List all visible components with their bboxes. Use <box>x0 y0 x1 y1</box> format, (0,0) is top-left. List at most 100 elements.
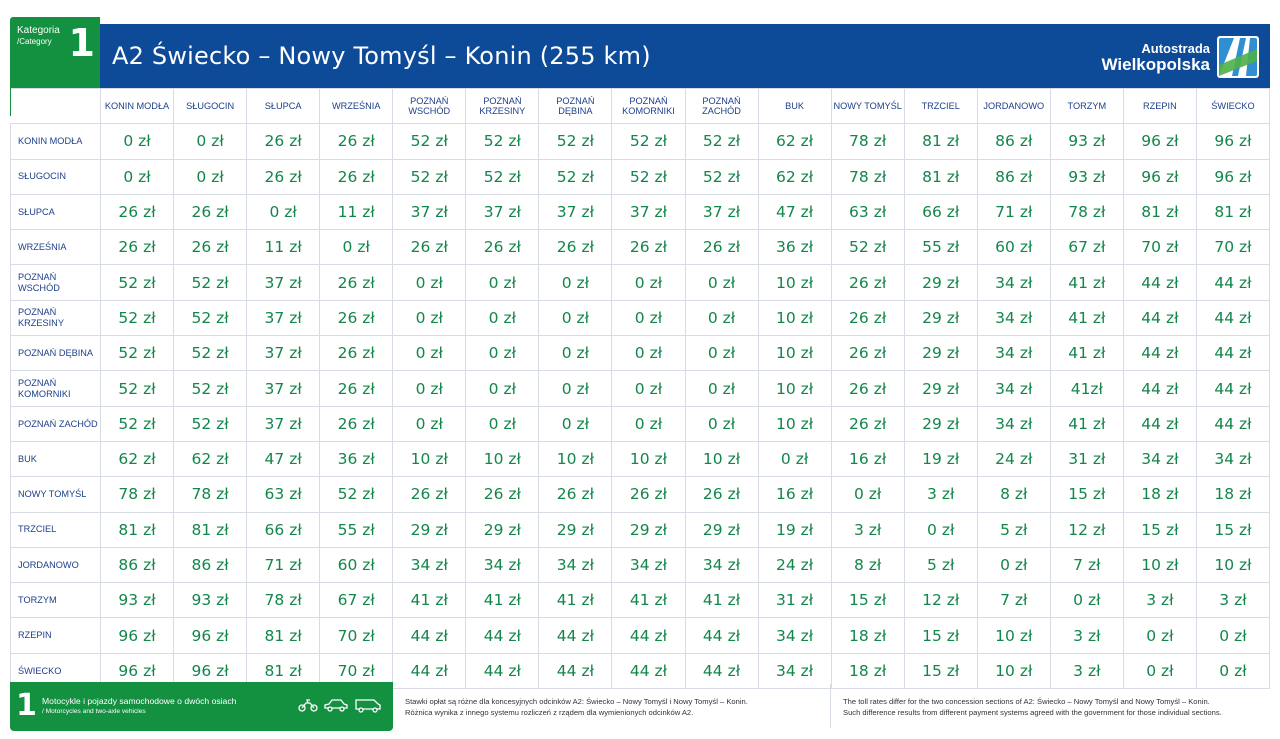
row-header: JORDANOWO <box>10 546 101 584</box>
row-header: TRZCIEL <box>10 511 101 548</box>
autostrada-logo-icon <box>1217 36 1259 78</box>
fare-cell: 52 zł <box>173 405 248 442</box>
column-header: KONIN MODŁA <box>99 87 175 125</box>
column-header: TRZCIEL <box>903 87 978 125</box>
fare-cell: 34 zł <box>1195 440 1271 478</box>
row-header: POZNAŃ ZACHÓD <box>10 405 101 442</box>
fare-cell: 0 zł <box>392 405 467 442</box>
fare-cell: 0 zł <box>538 370 613 407</box>
row-header: POZNAŃ KRZESINY <box>10 299 101 337</box>
fare-cell: 52 zł <box>99 405 175 442</box>
fare-cell: 41 zł <box>611 582 686 619</box>
fare-cell: 41 zł <box>1049 264 1124 301</box>
row-header: TORZYM <box>10 582 101 619</box>
fare-cell: 34 zł <box>976 299 1051 337</box>
fare-cell: 18 zł <box>1122 476 1197 513</box>
table-row: SŁUGOCIN 0 zł 0 zł 26 zł 26 zł 52 zł 52 zł 52 z… <box>10 158 1271 195</box>
fare-cell: 18 zł <box>830 617 905 654</box>
fare-cell: 10 zł <box>757 370 832 407</box>
fare-cell: 15 zł <box>1195 511 1271 548</box>
fare-cell: 10 zł <box>757 405 832 442</box>
fare-cell: 52 zł <box>392 158 467 195</box>
row-header: KONIN MODŁA <box>10 123 101 160</box>
fare-cell: 78 zł <box>173 476 248 513</box>
table-row: NOWY TOMYŚL 78 zł 78 zł 63 zł 52 zł 26 zł 26 z… <box>10 476 1271 513</box>
column-header: NOWY TOMYŚL <box>830 87 905 125</box>
fare-cell: 29 zł <box>465 511 540 548</box>
fare-cell: 11 zł <box>246 229 321 266</box>
table-row: TORZYM 93 zł 93 zł 78 zł 67 zł 41 zł 41 zł 41 z… <box>10 582 1271 619</box>
fare-cell: 10 zł <box>1122 546 1197 584</box>
fare-cell: 10 zł <box>976 652 1051 690</box>
fare-cell: 81 zł <box>246 617 321 654</box>
fare-cell: 63 zł <box>830 193 905 231</box>
fare-cell: 29 zł <box>903 370 978 407</box>
row-header: RZEPIN <box>10 617 101 654</box>
table-row: WRZEŚNIA 26 zł 26 zł 11 zł 0 zł 26 zł 26 zł 26 … <box>10 229 1271 266</box>
fare-cell: 44 zł <box>1122 299 1197 337</box>
fare-cell: 0 zł <box>173 158 248 195</box>
fare-cell: 37 zł <box>611 193 686 231</box>
fare-cell: 15 zł <box>1122 511 1197 548</box>
fare-cell: 0 zł <box>684 335 759 372</box>
column-header: RZEPIN <box>1122 87 1197 125</box>
fare-cell: 70 zł <box>319 617 394 654</box>
brand-text: Autostrada Wielkopolska <box>1102 42 1211 73</box>
fare-cell: 44 zł <box>1195 299 1271 337</box>
fare-cell: 10 zł <box>465 440 540 478</box>
table-row: POZNAŃ KOMORNIKI 52 zł 52 zł 37 zł 26 zł 0 zł… <box>10 370 1271 407</box>
fare-cell: 26 zł <box>319 405 394 442</box>
fare-cell: 47 zł <box>246 440 321 478</box>
category-label: Kategoria /Category <box>17 25 60 46</box>
fare-cell: 62 zł <box>173 440 248 478</box>
fare-cell: 52 zł <box>538 123 613 160</box>
fare-cell: 3 zł <box>1122 582 1197 619</box>
fare-cell: 41 zł <box>1049 335 1124 372</box>
fare-cell: 29 zł <box>611 511 686 548</box>
fare-cell: 26 zł <box>319 123 394 160</box>
column-header: WRZEŚNIA <box>319 87 394 125</box>
fare-cell: 10 zł <box>538 440 613 478</box>
fare-cell: 96 zł <box>99 617 175 654</box>
fare-cell: 0 zł <box>465 370 540 407</box>
fare-cell: 26 zł <box>830 405 905 442</box>
footer-vehicle-desc-en: / Motorcycles and two-axle vehicles <box>42 708 146 715</box>
fare-cell: 31 zł <box>1049 440 1124 478</box>
fare-cell: 52 zł <box>99 370 175 407</box>
fare-cell: 0 zł <box>392 299 467 337</box>
fare-cell: 36 zł <box>319 440 394 478</box>
fare-cell: 37 zł <box>246 264 321 301</box>
fare-cell: 62 zł <box>757 123 832 160</box>
fare-cell: 3 zł <box>830 511 905 548</box>
fare-cell: 52 zł <box>611 123 686 160</box>
fare-cell: 0 zł <box>1122 617 1197 654</box>
fare-cell: 0 zł <box>465 405 540 442</box>
fare-cell: 37 zł <box>246 370 321 407</box>
fare-cell: 44 zł <box>538 617 613 654</box>
fare-cell: 52 zł <box>99 264 175 301</box>
fare-cell: 44 zł <box>1195 264 1271 301</box>
fare-cell: 37 zł <box>392 193 467 231</box>
fare-cell: 10 zł <box>757 299 832 337</box>
fare-cell: 16 zł <box>757 476 832 513</box>
fare-cell: 81 zł <box>1195 193 1271 231</box>
fare-cell: 44 zł <box>684 652 759 690</box>
fare-cell: 37 zł <box>246 405 321 442</box>
fare-cell: 78 zł <box>830 158 905 195</box>
fare-cell: 52 zł <box>173 335 248 372</box>
fare-cell: 10 zł <box>684 440 759 478</box>
row-header: BUK <box>10 440 101 478</box>
fare-cell: 34 zł <box>392 546 467 584</box>
fare-cell: 19 zł <box>757 511 832 548</box>
fare-cell: 26 zł <box>319 158 394 195</box>
footer-note-en: The toll rates differ for the two conces… <box>843 697 1263 718</box>
fare-cell: 26 zł <box>319 299 394 337</box>
fare-cell: 0 zł <box>611 264 686 301</box>
fare-cell: 0 zł <box>684 370 759 407</box>
fare-cell: 0 zł <box>465 299 540 337</box>
footer-note-en-line-1: The toll rates differ for the two conces… <box>843 697 1210 706</box>
fare-cell: 26 zł <box>538 229 613 266</box>
fare-cell: 15 zł <box>903 617 978 654</box>
fare-cell: 52 zł <box>173 299 248 337</box>
fare-cell: 70 zł <box>1122 229 1197 266</box>
